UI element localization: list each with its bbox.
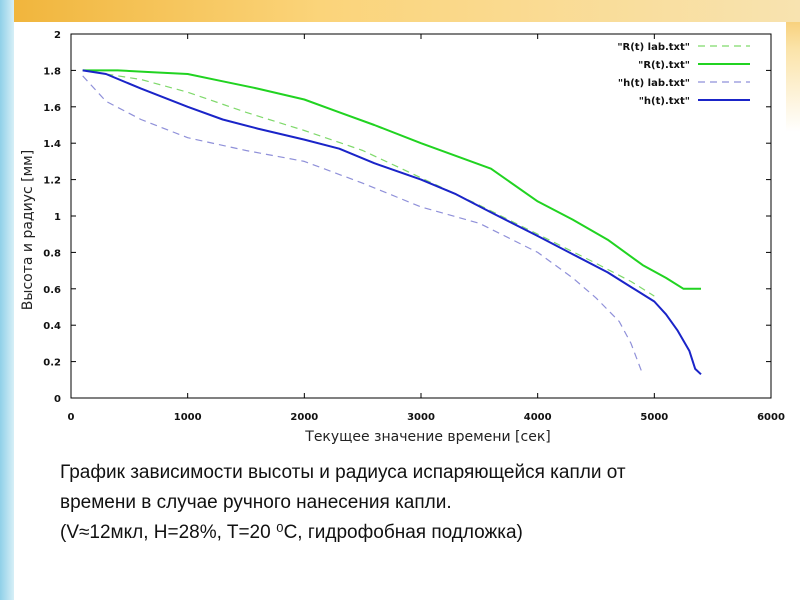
x-tick-label: 1000 (174, 412, 202, 423)
legend-label-1: "R(t) lab.txt" (617, 42, 690, 53)
y-tick-label: 0.8 (43, 248, 61, 259)
top-decor-band (0, 0, 800, 22)
legend-label-2: "R(t).txt" (638, 60, 690, 71)
y-tick-label: 1.2 (43, 176, 61, 187)
y-tick-label: 1 (54, 212, 61, 223)
y-axis-label: Высота и радиус [мм] (20, 150, 36, 310)
y-tick-label: 1.6 (43, 103, 61, 114)
y-tick-label: 1.8 (43, 66, 61, 77)
y-tick-label: 1.4 (43, 139, 61, 150)
left-decor-bar (0, 0, 14, 600)
series-line-3 (82, 75, 644, 375)
series-line-4 (82, 69, 702, 376)
x-tick-label: 2000 (290, 412, 318, 423)
legend-label-3: "h(t) lab.txt" (618, 78, 690, 89)
y-tick-label: 0.6 (43, 285, 61, 296)
x-tick-label: 4000 (524, 412, 552, 423)
y-tick-label: 0.2 (43, 358, 61, 369)
x-tick-label: 5000 (640, 412, 668, 423)
y-tick-label: 2 (54, 30, 61, 41)
x-tick-label: 0 (68, 412, 75, 423)
y-tick-label: 0 (54, 394, 61, 405)
caption-line-1: График зависимости высоты и радиуса испа… (60, 462, 626, 483)
x-tick-label: 6000 (757, 412, 785, 423)
series-line-1 (82, 69, 655, 297)
caption-line-2: времени в случае ручного нанесения капли… (60, 492, 452, 513)
x-axis-label: Текущее значение времени [сек] (304, 429, 550, 445)
series-line-2 (82, 69, 701, 290)
y-tick-label: 0.4 (43, 321, 61, 332)
legend-label-4: "h(t).txt" (639, 96, 690, 107)
caption: График зависимости высоты и радиуса испа… (60, 458, 795, 548)
chart-series (82, 69, 702, 376)
line-chart: 0 1000 2000 3000 4000 5000 6000 0 0.2 0.4 0.6 0.8 1 1… (20, 30, 785, 445)
chart-axes: 0 1000 2000 3000 4000 5000 6000 0 0.2 0.4 0.6 0.8 1 1… (43, 30, 785, 423)
x-tick-label: 3000 (407, 412, 435, 423)
chart-legend: "R(t) lab.txt" "R(t).txt" "h(t) lab.txt" "h… (617, 42, 750, 107)
caption-line-3: (V≈12мкл, H=28%, T=20 ⁰С, гидрофобная по… (60, 522, 523, 543)
chart-panel: 0 1000 2000 3000 4000 5000 6000 0 0.2 0.4 0.6 0.8 1 1… (14, 22, 786, 446)
